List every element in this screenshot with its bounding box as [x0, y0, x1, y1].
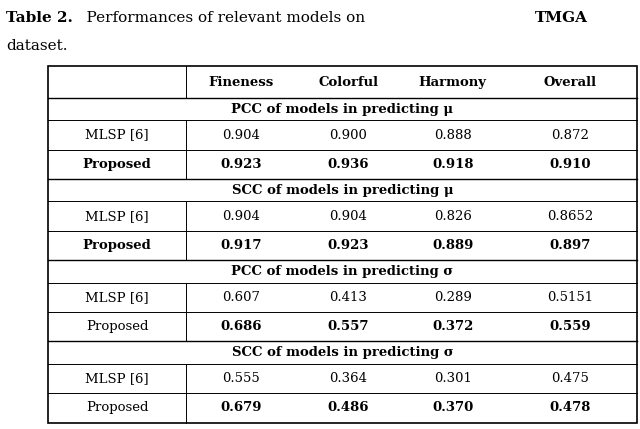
Text: 0.923: 0.923 [328, 239, 369, 252]
Text: 0.918: 0.918 [432, 158, 474, 171]
Text: 0.917: 0.917 [220, 239, 262, 252]
Text: Fineness: Fineness [208, 76, 273, 89]
Text: 0.904: 0.904 [222, 129, 260, 142]
Text: Table 2.: Table 2. [6, 11, 73, 25]
Text: SCC of models in predicting μ: SCC of models in predicting μ [232, 184, 453, 197]
Text: MLSP [6]: MLSP [6] [85, 129, 149, 142]
Text: Proposed: Proposed [86, 402, 148, 414]
Text: 0.557: 0.557 [328, 320, 369, 333]
Text: 0.8652: 0.8652 [547, 210, 594, 223]
Text: Harmony: Harmony [419, 76, 487, 89]
Text: 0.872: 0.872 [552, 129, 589, 142]
Text: dataset.: dataset. [6, 39, 68, 54]
Text: PCC of models in predicting μ: PCC of models in predicting μ [232, 103, 453, 116]
Text: 0.364: 0.364 [330, 372, 367, 385]
Text: 0.904: 0.904 [330, 210, 367, 223]
Text: MLSP [6]: MLSP [6] [85, 372, 149, 385]
Text: Proposed: Proposed [83, 239, 152, 252]
Text: 0.478: 0.478 [550, 402, 591, 414]
Text: 0.826: 0.826 [434, 210, 472, 223]
Text: 0.413: 0.413 [330, 291, 367, 304]
Text: MLSP [6]: MLSP [6] [85, 291, 149, 304]
Text: 0.486: 0.486 [328, 402, 369, 414]
Text: 0.5151: 0.5151 [547, 291, 594, 304]
Text: 0.904: 0.904 [222, 210, 260, 223]
Text: TMGA: TMGA [534, 11, 588, 25]
Text: 0.679: 0.679 [220, 402, 262, 414]
Text: 0.936: 0.936 [328, 158, 369, 171]
Text: Proposed: Proposed [83, 158, 152, 171]
Text: Overall: Overall [544, 76, 597, 89]
Text: 0.888: 0.888 [434, 129, 472, 142]
Text: 0.301: 0.301 [434, 372, 472, 385]
Text: 0.370: 0.370 [432, 402, 474, 414]
Text: Proposed: Proposed [86, 320, 148, 333]
Text: Colorful: Colorful [318, 76, 378, 89]
Text: 0.289: 0.289 [434, 291, 472, 304]
Text: 0.475: 0.475 [552, 372, 589, 385]
Text: 0.372: 0.372 [432, 320, 474, 333]
Text: 0.900: 0.900 [330, 129, 367, 142]
Text: 0.897: 0.897 [550, 239, 591, 252]
Text: 0.910: 0.910 [550, 158, 591, 171]
Text: 0.686: 0.686 [220, 320, 262, 333]
Text: 0.555: 0.555 [222, 372, 260, 385]
Text: Performances of relevant models on: Performances of relevant models on [67, 11, 370, 25]
Text: MLSP [6]: MLSP [6] [85, 210, 149, 223]
Text: 0.559: 0.559 [550, 320, 591, 333]
Text: 0.923: 0.923 [220, 158, 262, 171]
Text: 0.889: 0.889 [432, 239, 474, 252]
Text: SCC of models in predicting σ: SCC of models in predicting σ [232, 346, 453, 359]
Text: 0.607: 0.607 [222, 291, 260, 304]
Text: PCC of models in predicting σ: PCC of models in predicting σ [231, 265, 454, 278]
